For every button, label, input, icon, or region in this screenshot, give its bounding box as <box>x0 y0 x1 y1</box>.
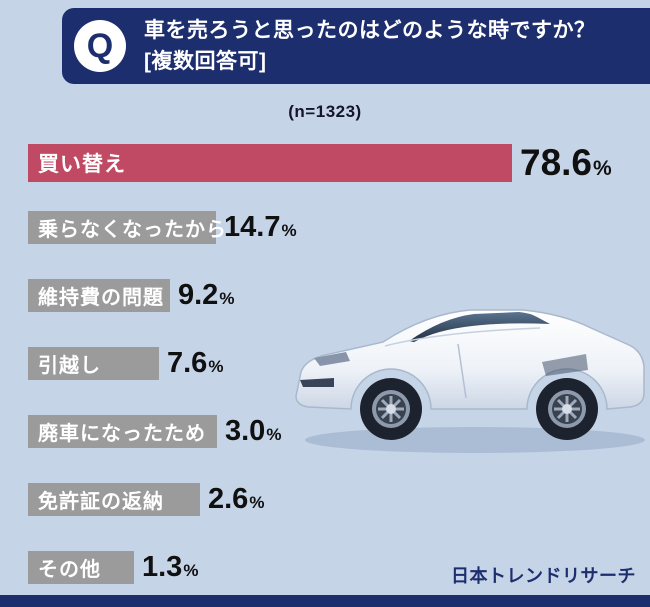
car-shadow <box>305 427 645 453</box>
chart-bar-row: 買い替え 78.6 % <box>28 142 612 184</box>
bar-label: 廃車になったため <box>38 423 206 445</box>
question-title: 車を売ろうと思ったのはどのような時ですか？ [複数回答可] <box>144 15 596 77</box>
car-side-intake <box>542 354 588 376</box>
car-door-line <box>457 343 467 399</box>
bar-value-unit: % <box>249 493 265 512</box>
car-glass <box>409 312 550 342</box>
bar: その他 <box>28 551 134 584</box>
sports-car-illustration <box>295 309 645 453</box>
question-header: Q 車を売ろうと思ったのはどのような時ですか？ [複数回答可] <box>62 8 650 84</box>
bar: 乗らなくなったから <box>28 211 226 244</box>
bar-label: その他 <box>38 559 101 581</box>
car-rear-wheel <box>536 378 598 440</box>
bar-value-unit: % <box>281 221 297 240</box>
bar-value-unit: % <box>266 425 282 444</box>
bar-value: 3.0 % <box>225 415 281 448</box>
bar-value: 2.6 % <box>208 483 264 516</box>
chart-bar-row: 廃車になったため 3.0 % <box>28 415 281 448</box>
chart-bar-row: 維持費の問題 9.2 % <box>28 279 234 312</box>
bar-value: 1.3 % <box>142 551 198 584</box>
bar-value-unit: % <box>208 357 224 376</box>
bar-label: 免許証の返納 <box>38 491 164 513</box>
bar-label: 維持費の問題 <box>38 287 164 309</box>
bar-value-number: 9.2 <box>178 279 219 311</box>
sample-size-label: (n=1323) <box>288 102 362 121</box>
bar-value: 14.7 % <box>224 211 297 244</box>
car-shoulder-line <box>384 327 541 347</box>
bar-value: 9.2 % <box>178 279 234 312</box>
chart-bar-row: 引越し 7.6 % <box>28 347 223 380</box>
chart-bar-row: 免許証の返納 2.6 % <box>28 483 264 516</box>
bar-label: 買い替え <box>38 153 126 176</box>
bar-label: 引越し <box>38 355 101 377</box>
car-body <box>295 309 645 410</box>
footer-bar <box>0 595 650 607</box>
bar: 免許証の返納 <box>28 483 200 516</box>
chart-bar-row: 乗らなくなったから 14.7 % <box>28 211 297 244</box>
bar-value-number: 78.6 <box>520 142 593 183</box>
bar: 維持費の問題 <box>28 279 170 312</box>
bar-value-number: 1.3 <box>142 551 183 583</box>
bar-value: 7.6 % <box>167 347 223 380</box>
bar-value-number: 7.6 <box>167 347 208 379</box>
bar-value-unit: % <box>593 157 612 180</box>
bar: 買い替え <box>28 144 512 182</box>
bar-label: 乗らなくなったから <box>38 219 227 241</box>
bar-value-number: 2.6 <box>208 483 249 515</box>
bar: 引越し <box>28 347 159 380</box>
chart-bar-row: その他 1.3 % <box>28 551 198 584</box>
car-headlight <box>314 352 350 366</box>
question-title-line1: 車を売ろうと思ったのはどのような時ですか？ <box>144 19 596 42</box>
bar-value-number: 3.0 <box>225 415 266 447</box>
bar-value-unit: % <box>183 561 199 580</box>
car-front-intake <box>300 378 334 387</box>
bar-value-unit: % <box>219 289 235 308</box>
q-badge: Q <box>74 20 126 72</box>
bar-value: 78.6 % <box>520 142 612 184</box>
question-title-line2: [複数回答可] <box>144 50 267 73</box>
bar: 廃車になったため <box>28 415 217 448</box>
brand-logo: 日本トレンドリサーチ <box>451 566 636 586</box>
bar-value-number: 14.7 <box>224 211 281 243</box>
car-front-wheel <box>360 378 422 440</box>
